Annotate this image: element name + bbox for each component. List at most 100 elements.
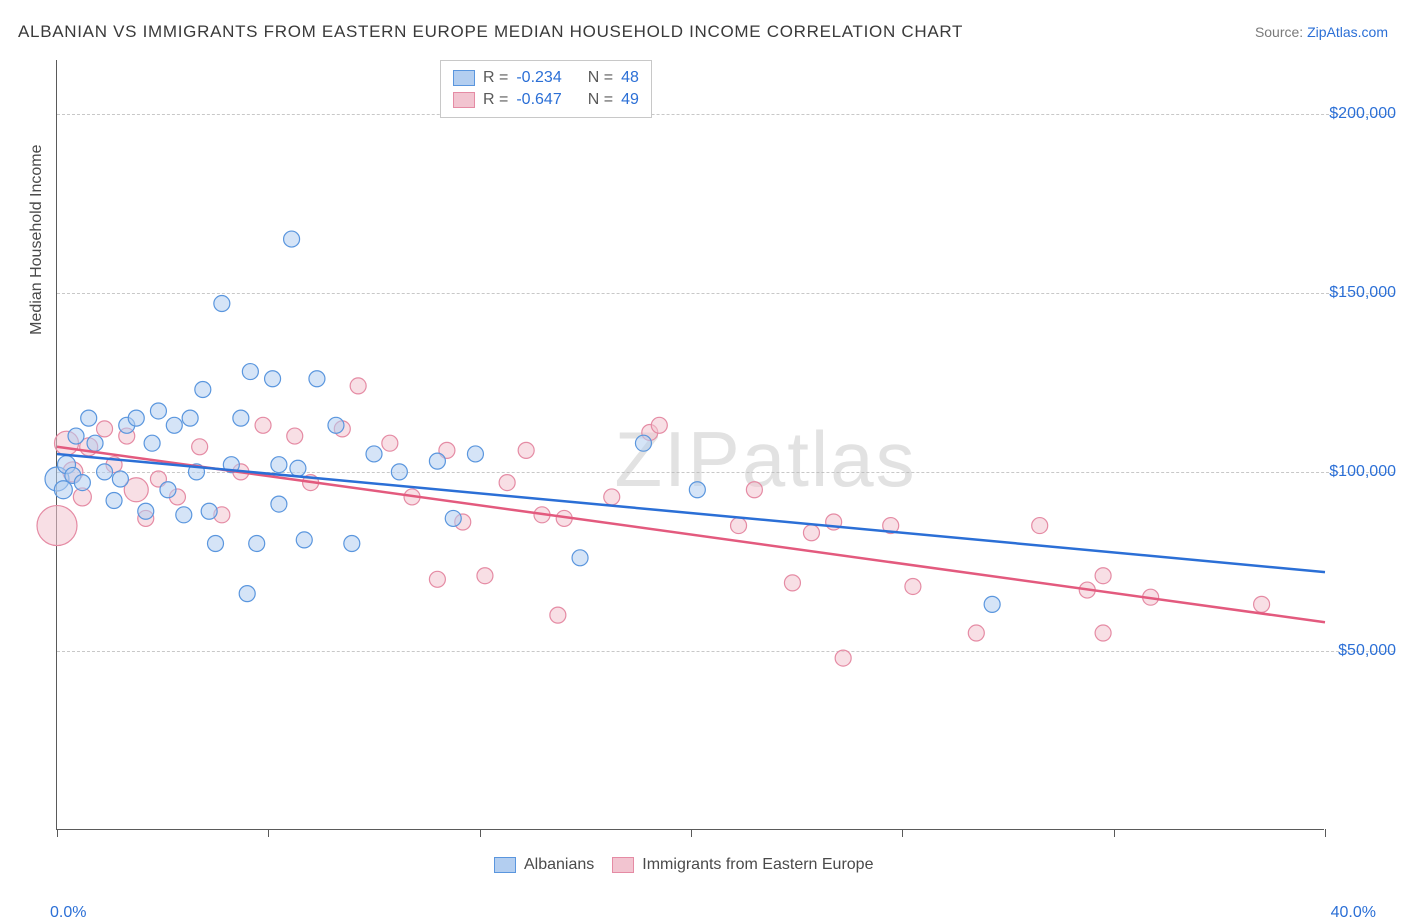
data-point xyxy=(271,496,287,512)
stats-legend: R = -0.234 N = 48 R = -0.647 N = 49 xyxy=(440,60,652,118)
data-point xyxy=(550,607,566,623)
swatch-b-icon xyxy=(453,92,475,108)
legend-item-a: Albanians xyxy=(494,856,594,874)
data-point xyxy=(296,532,312,548)
data-point xyxy=(37,506,77,546)
x-tick xyxy=(902,829,903,837)
data-point xyxy=(138,503,154,519)
data-point xyxy=(112,471,128,487)
data-point xyxy=(195,381,211,397)
data-point xyxy=(182,410,198,426)
data-point xyxy=(166,417,182,433)
data-point xyxy=(150,403,166,419)
data-point xyxy=(689,482,705,498)
r-value-b: -0.647 xyxy=(516,91,561,109)
swatch-a-icon xyxy=(494,857,516,873)
data-point xyxy=(249,535,265,551)
data-point xyxy=(97,464,113,480)
data-point xyxy=(391,464,407,480)
x-tick xyxy=(480,829,481,837)
x-tick xyxy=(1114,829,1115,837)
data-point xyxy=(176,507,192,523)
data-point xyxy=(1095,568,1111,584)
data-point xyxy=(97,421,113,437)
data-point xyxy=(328,417,344,433)
data-point xyxy=(214,296,230,312)
data-point xyxy=(635,435,651,451)
source-block: Source: ZipAtlas.com xyxy=(1255,24,1388,40)
data-point xyxy=(784,575,800,591)
data-point xyxy=(242,364,258,380)
data-point xyxy=(128,410,144,426)
data-point xyxy=(265,371,281,387)
data-point xyxy=(284,231,300,247)
data-point xyxy=(518,442,534,458)
data-point xyxy=(68,428,84,444)
data-point xyxy=(467,446,483,462)
chart-svg xyxy=(57,60,1324,829)
x-tick xyxy=(268,829,269,837)
data-point xyxy=(192,439,208,455)
data-point xyxy=(429,453,445,469)
data-point xyxy=(746,482,762,498)
legend-item-b: Immigrants from Eastern Europe xyxy=(612,856,873,874)
data-point xyxy=(1254,596,1270,612)
data-point xyxy=(835,650,851,666)
y-axis-title: Median Household Income xyxy=(28,144,46,334)
data-point xyxy=(1032,518,1048,534)
data-point xyxy=(366,446,382,462)
data-point xyxy=(74,475,90,491)
data-point xyxy=(144,435,160,451)
data-point xyxy=(604,489,620,505)
y-tick-label: $100,000 xyxy=(1329,463,1396,481)
x-tick xyxy=(57,829,58,837)
chart-title: ALBANIAN VS IMMIGRANTS FROM EASTERN EURO… xyxy=(18,22,963,42)
data-point xyxy=(984,596,1000,612)
series-legend: Albanians Immigrants from Eastern Europe xyxy=(494,856,873,874)
stats-row-b: R = -0.647 N = 49 xyxy=(453,89,639,111)
data-point xyxy=(239,586,255,602)
x-max-label: 40.0% xyxy=(1331,904,1376,922)
data-point xyxy=(106,493,122,509)
data-point xyxy=(382,435,398,451)
data-point xyxy=(445,510,461,526)
plot-area: ZIPatlas $50,000$100,000$150,000$200,000 xyxy=(56,60,1324,830)
data-point xyxy=(54,481,72,499)
data-point xyxy=(87,435,103,451)
swatch-a-icon xyxy=(453,70,475,86)
data-point xyxy=(429,571,445,587)
data-point xyxy=(344,535,360,551)
x-tick xyxy=(1325,829,1326,837)
data-point xyxy=(905,578,921,594)
data-point xyxy=(290,460,306,476)
n-label: N = xyxy=(588,91,613,109)
data-point xyxy=(233,410,249,426)
n-label: N = xyxy=(588,69,613,87)
data-point xyxy=(572,550,588,566)
y-tick-label: $50,000 xyxy=(1338,642,1396,660)
trend-line xyxy=(57,454,1325,572)
source-site: ZipAtlas.com xyxy=(1307,24,1388,40)
swatch-b-icon xyxy=(612,857,634,873)
n-value-b: 49 xyxy=(621,91,639,109)
r-value-a: -0.234 xyxy=(516,69,561,87)
y-tick-label: $150,000 xyxy=(1329,284,1396,302)
y-tick-label: $200,000 xyxy=(1329,105,1396,123)
data-point xyxy=(499,475,515,491)
data-point xyxy=(160,482,176,498)
data-point xyxy=(271,457,287,473)
source-label: Source: xyxy=(1255,24,1307,40)
data-point xyxy=(968,625,984,641)
data-point xyxy=(477,568,493,584)
legend-label-a: Albanians xyxy=(524,856,594,874)
data-point xyxy=(731,518,747,534)
x-tick xyxy=(691,829,692,837)
data-point xyxy=(201,503,217,519)
x-min-label: 0.0% xyxy=(50,904,86,922)
data-point xyxy=(287,428,303,444)
data-point xyxy=(255,417,271,433)
stats-row-a: R = -0.234 N = 48 xyxy=(453,67,639,89)
data-point xyxy=(651,417,667,433)
r-label: R = xyxy=(483,69,508,87)
data-point xyxy=(309,371,325,387)
